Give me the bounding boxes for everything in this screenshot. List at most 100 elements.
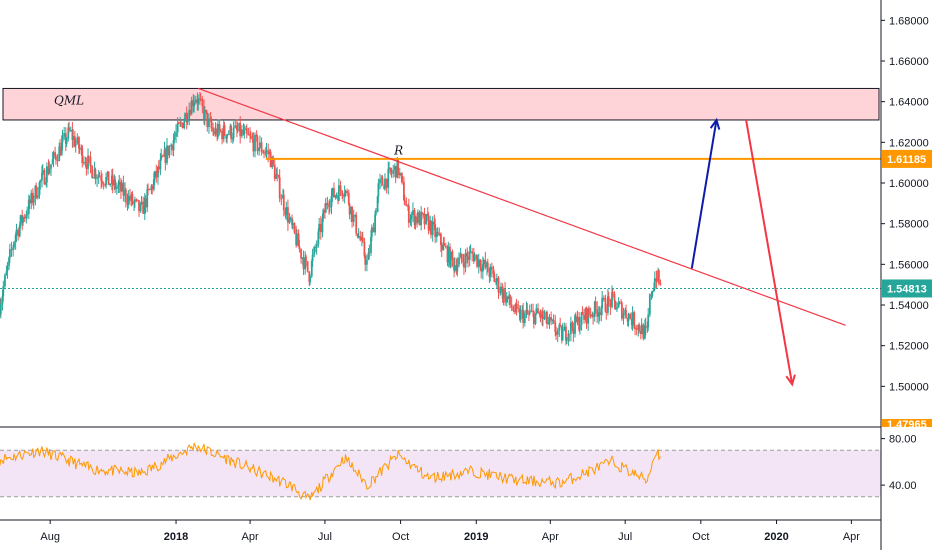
candle-body-70 — [91, 166, 94, 178]
qml-label: QML — [54, 93, 84, 107]
candle-body-93 — [120, 182, 123, 192]
candle-body-63 — [81, 147, 84, 164]
candle-body-117 — [152, 179, 155, 190]
candle-body-285 — [374, 214, 377, 233]
candle-body-157 — [205, 110, 208, 113]
candle-body-333 — [436, 231, 439, 235]
y-tick-label-1: 1.66000 — [889, 56, 929, 68]
candle-body-328 — [430, 220, 432, 236]
candle-body-239 — [313, 246, 316, 255]
candle-body-140 — [183, 121, 186, 129]
candle-body-385 — [505, 296, 508, 303]
arrow-up[interactable] — [690, 117, 721, 269]
y-tick-label-0: 1.68000 — [889, 15, 929, 27]
candle-body-448 — [588, 308, 590, 315]
candle-body-26 — [32, 198, 35, 203]
candle-body-138 — [180, 122, 182, 124]
price-axis[interactable]: 1.68000 1.66000 1.64000 1.62000 1.60000 1.580… — [881, 15, 929, 393]
candle-body-251 — [328, 206, 331, 208]
candle-body-80 — [104, 184, 107, 186]
candle-body-351 — [460, 253, 463, 260]
rsi-axis[interactable]: 80.00 40.00 — [881, 434, 917, 493]
candle-body-451 — [592, 314, 594, 317]
candle-body-211 — [276, 174, 279, 176]
x-tick-label-4: Oct — [392, 531, 409, 543]
candle-body-233 — [305, 256, 307, 262]
candle-body-266 — [348, 204, 351, 215]
candle-body-399 — [523, 313, 526, 324]
rsi-pane[interactable] — [0, 442, 881, 501]
candle-body-379 — [497, 277, 500, 293]
candle-body-111 — [144, 197, 147, 208]
candle-body-238 — [311, 254, 314, 262]
candle-body-236 — [309, 276, 312, 283]
candle-body-59 — [76, 137, 79, 144]
candle-body-338 — [443, 243, 446, 247]
candle-body-418 — [548, 317, 551, 323]
candle-body-312 — [409, 219, 412, 223]
candle-body-104 — [135, 199, 138, 201]
candle-body-255 — [334, 195, 337, 198]
candle-body-386 — [506, 296, 509, 300]
candle-body-32 — [41, 172, 43, 181]
candle-body-36 — [45, 166, 48, 183]
candle-body-102 — [133, 202, 135, 204]
candle-body-159 — [208, 118, 210, 127]
candle-body-6 — [6, 265, 9, 272]
candle-body-107 — [139, 203, 142, 212]
candle-body-133 — [173, 136, 176, 141]
candle-body-106 — [138, 200, 140, 212]
candle-body-349 — [458, 257, 460, 265]
candle-body-64 — [83, 162, 85, 164]
candle-body-101 — [131, 194, 134, 204]
candle-body-221 — [289, 217, 292, 219]
candle-body-163 — [212, 131, 215, 135]
candle-body-12 — [14, 234, 17, 243]
candle-body-195 — [255, 134, 258, 137]
candle-body-231 — [302, 257, 305, 270]
x-tick-label-3: Jul — [318, 531, 332, 543]
candle-body-314 — [412, 210, 414, 216]
candle-body-288 — [377, 183, 380, 197]
y-tick-label-4: 1.60000 — [889, 178, 929, 190]
time-axis[interactable]: Aug 2018 Apr Jul Oct 2019 Apr Jul Oct 2020 Apr — [40, 520, 860, 543]
candle-body-23 — [28, 199, 31, 204]
candle-body-438 — [574, 315, 577, 323]
candle-body-497 — [653, 288, 655, 292]
candle-body-468 — [614, 300, 617, 310]
candle-body-457 — [600, 308, 603, 315]
candle-body-389 — [510, 304, 513, 308]
candle-body-56 — [72, 136, 75, 140]
candle-body-430 — [565, 326, 567, 341]
candle-body-156 — [203, 110, 206, 120]
main-pane[interactable]: QML R — [0, 87, 881, 387]
candle-body-44 — [56, 160, 59, 162]
candle-body-8 — [8, 249, 11, 258]
candle-body-13 — [15, 229, 18, 235]
candle-body-439 — [576, 316, 579, 323]
candle-body-89 — [115, 187, 118, 189]
arrow-down[interactable] — [745, 119, 796, 387]
candle-body-73 — [94, 169, 97, 179]
current-price-tag — [882, 279, 932, 298]
candle-body-244 — [319, 223, 322, 233]
candle-body-453 — [594, 301, 597, 309]
candle-body-7 — [8, 257, 10, 266]
candle-body-94 — [122, 182, 125, 196]
arrow-up-line — [690, 119, 718, 269]
candle-body-280 — [367, 252, 370, 261]
candle-body-96 — [124, 189, 127, 201]
candle-body-143 — [186, 118, 189, 123]
drawings[interactable]: R — [0, 87, 881, 387]
candle-body-191 — [249, 135, 252, 138]
candle-body-256 — [335, 195, 338, 197]
candle-body-237 — [310, 261, 313, 277]
candle-body-246 — [322, 209, 325, 219]
y-tick-label-7: 1.54000 — [889, 300, 929, 312]
candle-body-446 — [585, 308, 588, 324]
trendline[interactable] — [198, 87, 846, 326]
candle-body-409 — [537, 308, 539, 314]
candle-body-248 — [324, 202, 327, 213]
candle-body-287 — [376, 196, 379, 213]
